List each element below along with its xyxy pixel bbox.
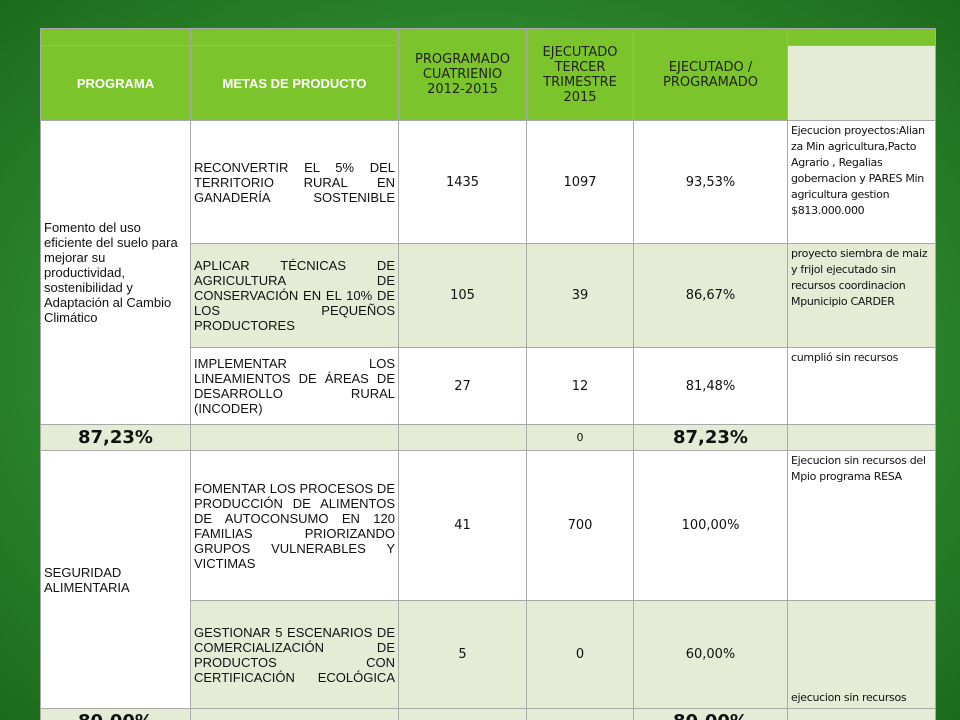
porcentaje-cell: 100,00% [633, 450, 788, 601]
header-empty [787, 45, 936, 121]
meta-cell: IMPLEMENTAR LOS LINEAMIENTOS DE ÁREAS DE… [190, 347, 399, 425]
programa-cell: SEGURIDAD ALIMENTARIA [40, 450, 191, 709]
empty-cell [526, 708, 634, 720]
ejecutado-cell: 1097 [526, 120, 634, 244]
total-porcentaje: 87,23% [633, 424, 788, 451]
meta-cell: APLICAR TÉCNICAS DE AGRICULTURA DE CONSE… [190, 243, 399, 348]
ejecutado-cell: 0 [526, 600, 634, 709]
porcentaje-cell: 81,48% [633, 347, 788, 425]
ejecutado-cell: 12 [526, 347, 634, 425]
observacion-cell: ejecucion sin recursos [787, 600, 936, 709]
ejecutado-cell: 39 [526, 243, 634, 348]
empty-cell [787, 424, 936, 451]
programado-cell: 105 [398, 243, 527, 348]
programa-cell: Fomento del uso eficiente del suelo para… [40, 120, 191, 425]
total-porcentaje: 80,00% [633, 708, 788, 720]
programado-cell: 5 [398, 600, 527, 709]
programado-cell: 27 [398, 347, 527, 425]
header-strip [787, 28, 936, 46]
header-cell: EJECUTADO / PROGRAMADO [633, 28, 788, 121]
header-cell: PROGRAMA [40, 45, 191, 121]
empty-cell [190, 708, 399, 720]
meta-cell: GESTIONAR 5 ESCENARIOS DE COMERCIALIZACI… [190, 600, 399, 709]
header-strip [40, 28, 191, 46]
empty-cell [787, 708, 936, 720]
header-cell: EJECUTADO TERCER TRIMESTRE 2015 [526, 28, 634, 121]
total-ejecutado: 0 [526, 424, 634, 451]
header-strip [190, 28, 399, 46]
empty-cell [398, 424, 527, 451]
porcentaje-cell: 86,67% [633, 243, 788, 348]
ejecutado-cell: 700 [526, 450, 634, 601]
meta-cell: RECONVERTIR EL 5% DEL TERRITORIO RURAL E… [190, 120, 399, 244]
total-promedio: 87,23% [40, 424, 191, 451]
porcentaje-cell: 60,00% [633, 600, 788, 709]
programado-cell: 1435 [398, 120, 527, 244]
meta-cell: FOMENTAR LOS PROCESOS DE PRODUCCIÓN DE A… [190, 450, 399, 601]
programado-cell: 41 [398, 450, 527, 601]
total-promedio: 80,00% [40, 708, 191, 720]
observacion-cell: cumplió sin recursos [787, 347, 936, 425]
porcentaje-cell: 93,53% [633, 120, 788, 244]
observacion-cell: proyecto siembra de maiz y frijol ejecut… [787, 243, 936, 348]
observacion-cell: Ejecucion proyectos:Alian za Min agricul… [787, 120, 936, 244]
table-wrap: PROGRAMADO CUATRIENIO 2012-2015 EJECUTAD… [40, 28, 936, 720]
empty-cell [398, 708, 527, 720]
empty-cell [190, 424, 399, 451]
observacion-cell: Ejecucion sin recursos del Mpio programa… [787, 450, 936, 601]
header-cell: METAS DE PRODUCTO [190, 45, 399, 121]
table: PROGRAMADO CUATRIENIO 2012-2015 EJECUTAD… [40, 28, 936, 720]
header-cell: PROGRAMADO CUATRIENIO 2012-2015 [398, 28, 527, 121]
